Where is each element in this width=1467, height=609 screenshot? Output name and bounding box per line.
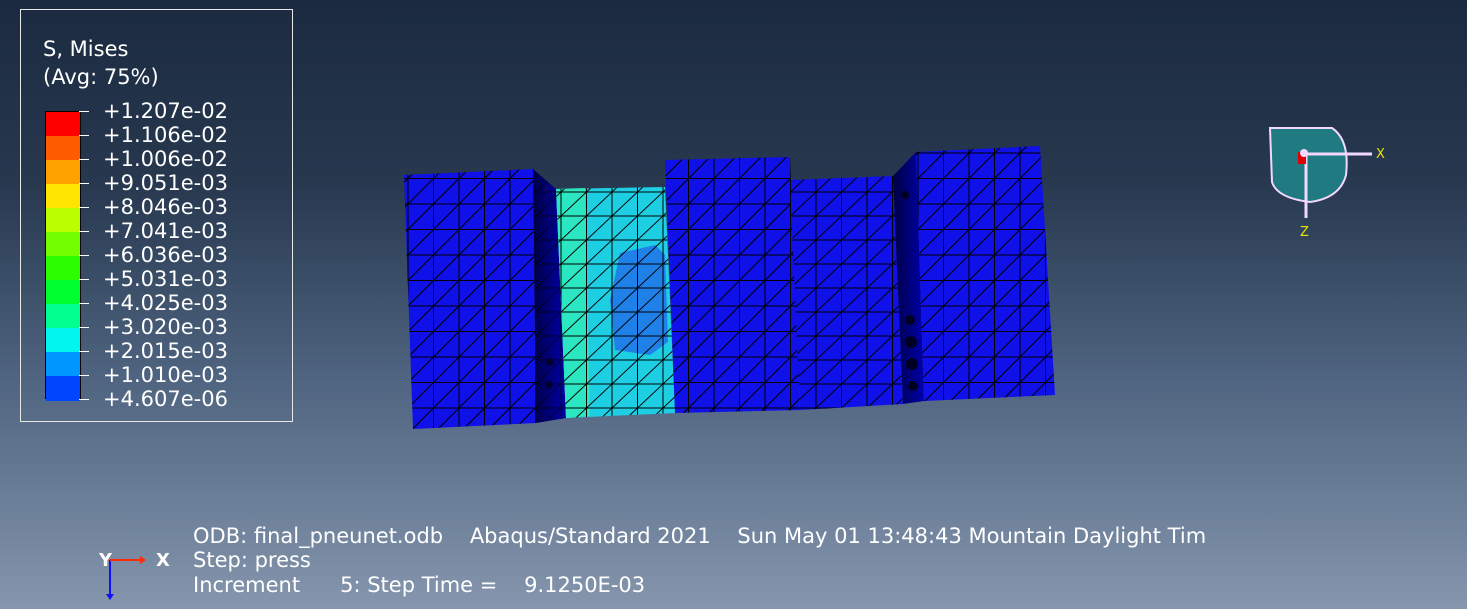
legend-title: S, Mises bbox=[43, 37, 129, 61]
legend-band bbox=[46, 256, 80, 281]
legend-tick bbox=[79, 255, 89, 256]
legend-level-label: +9.051e-03 bbox=[103, 171, 228, 195]
legend-tick bbox=[79, 135, 89, 136]
legend-colorbar bbox=[45, 111, 81, 401]
mesh-block-1 bbox=[404, 169, 536, 429]
legend-tick bbox=[79, 207, 89, 208]
legend-tick bbox=[79, 399, 89, 400]
legend-tick bbox=[79, 183, 89, 184]
global-axis-icon: Y X bbox=[98, 550, 170, 600]
legend-band bbox=[46, 232, 80, 257]
info-odb-line: ODB: final_pneunet.odb Abaqus/Standard 2… bbox=[193, 524, 1207, 548]
legend-level-label: +1.106e-02 bbox=[103, 123, 228, 147]
legend-tick bbox=[79, 279, 89, 280]
legend-tick bbox=[79, 231, 89, 232]
legend-tick bbox=[79, 327, 89, 328]
info-step-line: Step: press bbox=[193, 548, 311, 572]
legend-band bbox=[46, 328, 80, 353]
legend-band bbox=[46, 160, 80, 185]
mesh-block-4 bbox=[790, 176, 903, 410]
legend-tick bbox=[79, 375, 89, 376]
legend-level-label: +8.046e-03 bbox=[103, 195, 228, 219]
mesh-block-5 bbox=[916, 146, 1055, 401]
legend-subtitle: (Avg: 75%) bbox=[43, 65, 159, 89]
contour-legend: S, Mises (Avg: 75%) +1.207e-02 +1.106e-02… bbox=[20, 9, 293, 422]
legend-tick bbox=[79, 351, 89, 352]
triad-shape-icon bbox=[1268, 127, 1348, 204]
triad-x-label: X bbox=[1376, 147, 1385, 162]
mesh-gap-shadow-2-holes bbox=[901, 191, 918, 391]
legend-level-label: +4.025e-03 bbox=[103, 291, 228, 315]
view-orientation-triad: X Z bbox=[1268, 127, 1385, 240]
global-axis-y-label: Y bbox=[98, 550, 113, 571]
legend-tick bbox=[79, 303, 89, 304]
mesh-block-3 bbox=[665, 157, 800, 413]
legend-level-label: +2.015e-03 bbox=[103, 339, 228, 363]
legend-band bbox=[46, 112, 80, 137]
global-axis-x-label: X bbox=[156, 550, 170, 571]
legend-level-label: +7.041e-03 bbox=[103, 219, 228, 243]
triad-z-label: Z bbox=[1300, 225, 1309, 240]
legend-level-label: +6.036e-03 bbox=[103, 243, 228, 267]
legend-band bbox=[46, 280, 80, 305]
mesh-block-2-stressed bbox=[556, 187, 675, 418]
info-increment-line: Increment 5: Step Time = 9.1250E-03 bbox=[193, 573, 646, 597]
legend-band bbox=[46, 184, 80, 209]
legend-level-label: +3.020e-03 bbox=[103, 315, 228, 339]
legend-tick bbox=[79, 159, 89, 160]
legend-tick bbox=[79, 111, 89, 112]
legend-band bbox=[46, 352, 80, 377]
legend-band bbox=[46, 304, 80, 329]
legend-level-label: +1.006e-02 bbox=[103, 147, 228, 171]
legend-band bbox=[46, 136, 80, 161]
legend-level-label: +4.607e-06 bbox=[103, 387, 228, 411]
legend-band bbox=[46, 376, 80, 401]
legend-level-label: +5.031e-03 bbox=[103, 267, 228, 291]
mesh-gap-shadow-1-grid bbox=[533, 169, 566, 423]
legend-level-label: +1.207e-02 bbox=[103, 99, 228, 123]
legend-band bbox=[46, 208, 80, 233]
legend-level-label: +1.010e-03 bbox=[103, 363, 228, 387]
